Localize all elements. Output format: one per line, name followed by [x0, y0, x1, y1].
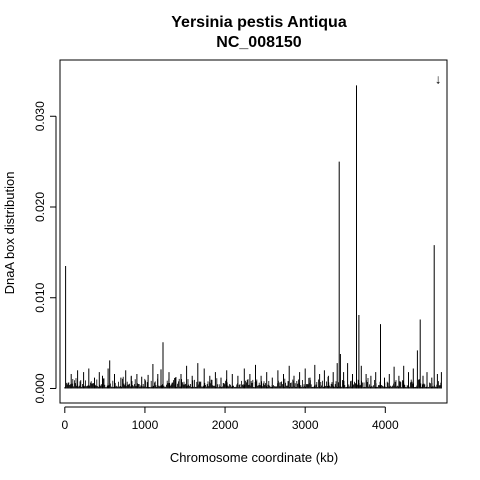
- y-axis-label: DnaA box distribution: [2, 172, 17, 295]
- x-tick-label: 3000: [292, 418, 319, 432]
- chart-subtitle: NC_008150: [216, 34, 302, 51]
- y-tick-label: 0.030: [33, 101, 47, 131]
- y-axis: 0.000 0.010 0.020 0.030: [33, 101, 57, 403]
- x-tick-label: 4000: [372, 418, 399, 432]
- x-tick-label: 2000: [212, 418, 239, 432]
- plot-frame: [59, 59, 448, 404]
- y-tick-label: 0.020: [33, 192, 47, 222]
- x-axis-label: Chromosome coordinate (kb): [170, 450, 338, 465]
- x-tick-label: 0: [61, 418, 68, 432]
- origin-arrow-icon: ↓: [435, 72, 442, 87]
- x-axis: 0 1000 2000 3000 4000: [61, 406, 399, 432]
- y-tick-label: 0.000: [33, 373, 47, 403]
- chart-title: Yersinia pestis Antiqua: [171, 14, 347, 31]
- x-tick-label: 1000: [132, 418, 159, 432]
- data-layer: [64, 85, 442, 389]
- y-tick-label: 0.010: [33, 282, 47, 312]
